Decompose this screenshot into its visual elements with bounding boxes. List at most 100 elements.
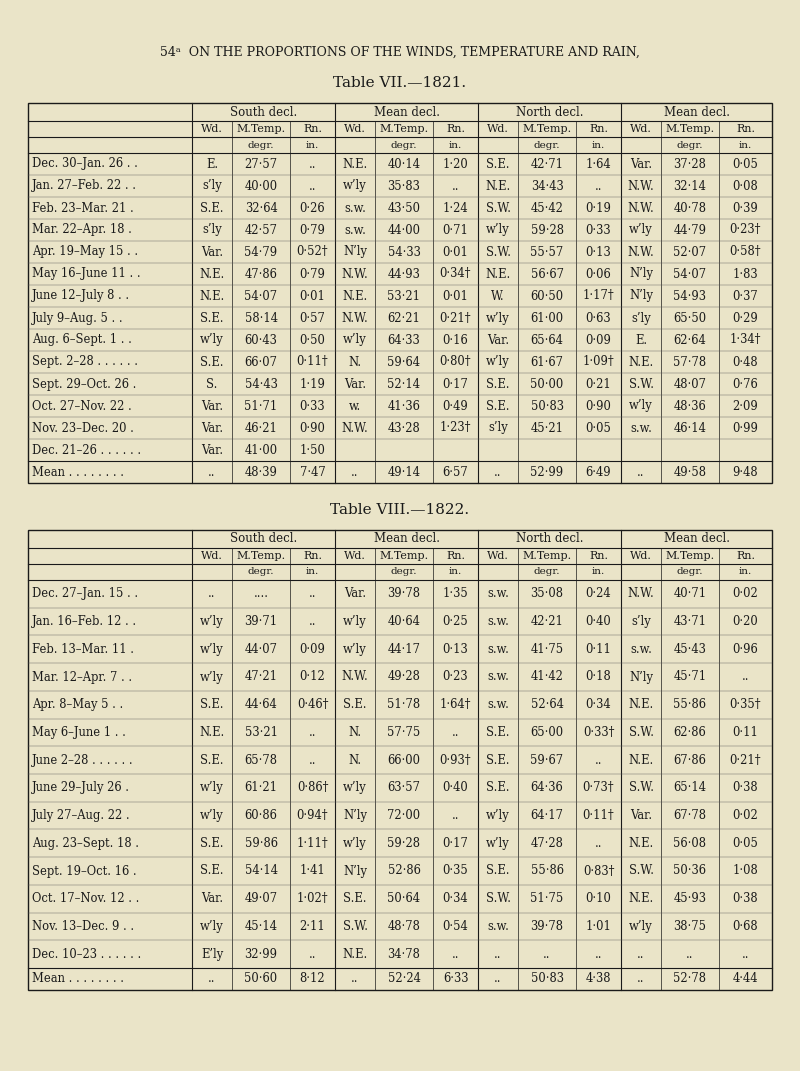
Text: in.: in. — [592, 140, 605, 150]
Text: 55·57: 55·57 — [530, 245, 564, 258]
Text: 0·25: 0·25 — [442, 615, 468, 628]
Text: s’ly: s’ly — [631, 312, 651, 325]
Text: June 12–July 8 . .: June 12–July 8 . . — [32, 289, 130, 302]
Text: 65·78: 65·78 — [245, 754, 278, 767]
Text: 0·35†: 0·35† — [730, 698, 762, 711]
Text: 56·08: 56·08 — [674, 836, 706, 849]
Text: 66·07: 66·07 — [245, 356, 278, 368]
Text: Mar. 12–Apr. 7 . .: Mar. 12–Apr. 7 . . — [32, 670, 132, 683]
Text: 52·14: 52·14 — [387, 377, 421, 391]
Text: s.w.: s.w. — [344, 224, 366, 237]
Text: 6·33: 6·33 — [442, 972, 468, 985]
Text: 45·21: 45·21 — [530, 422, 563, 435]
Text: 1·35: 1·35 — [442, 587, 468, 601]
Text: Wd.: Wd. — [487, 550, 509, 561]
Text: 0·12: 0·12 — [300, 670, 326, 683]
Text: ..: .. — [208, 587, 216, 601]
Text: 6·49: 6·49 — [586, 466, 611, 479]
Text: 0·11†: 0·11† — [297, 356, 328, 368]
Bar — [28, 530, 772, 990]
Text: ..: .. — [351, 972, 358, 985]
Text: 59·86: 59·86 — [245, 836, 278, 849]
Text: S.E.: S.E. — [486, 864, 510, 877]
Text: 55·86: 55·86 — [530, 864, 563, 877]
Text: 43·50: 43·50 — [387, 201, 421, 214]
Text: 0·05: 0·05 — [733, 157, 758, 170]
Text: 1·20: 1·20 — [442, 157, 468, 170]
Text: 45·71: 45·71 — [674, 670, 706, 683]
Text: w’ly: w’ly — [486, 224, 510, 237]
Text: 0·09: 0·09 — [299, 643, 326, 655]
Text: 0·49: 0·49 — [442, 399, 468, 412]
Text: ..: .. — [594, 754, 602, 767]
Text: 1·19: 1·19 — [299, 377, 326, 391]
Text: 0·38: 0·38 — [733, 782, 758, 795]
Text: Var.: Var. — [344, 587, 366, 601]
Text: Wd.: Wd. — [201, 124, 223, 134]
Text: N’ly: N’ly — [629, 268, 653, 281]
Text: s’ly: s’ly — [488, 422, 508, 435]
Text: 0·76: 0·76 — [733, 377, 758, 391]
Text: 1·34†: 1·34† — [730, 333, 762, 347]
Text: 0·40: 0·40 — [442, 782, 468, 795]
Text: 52·07: 52·07 — [674, 245, 706, 258]
Text: N.W.: N.W. — [342, 422, 368, 435]
Text: 40·71: 40·71 — [674, 587, 706, 601]
Text: 0·01: 0·01 — [442, 245, 469, 258]
Text: 41·75: 41·75 — [530, 643, 563, 655]
Text: July 9–Aug. 5 . .: July 9–Aug. 5 . . — [32, 312, 124, 325]
Text: Sept. 29–Oct. 26 .: Sept. 29–Oct. 26 . — [32, 377, 136, 391]
Text: ..: .. — [309, 587, 316, 601]
Text: 6·57: 6·57 — [442, 466, 468, 479]
Text: South decl.: South decl. — [230, 532, 297, 545]
Text: in.: in. — [449, 568, 462, 576]
Text: 0·21: 0·21 — [586, 377, 611, 391]
Text: 32·14: 32·14 — [674, 180, 706, 193]
Text: 49·28: 49·28 — [387, 670, 421, 683]
Text: 1·09†: 1·09† — [582, 356, 614, 368]
Text: 39·78: 39·78 — [387, 587, 421, 601]
Text: N’ly: N’ly — [343, 809, 367, 823]
Text: 59·64: 59·64 — [387, 356, 421, 368]
Text: 0·33: 0·33 — [586, 224, 611, 237]
Text: 0·01: 0·01 — [442, 289, 469, 302]
Text: s.w.: s.w. — [344, 201, 366, 214]
Text: degr.: degr. — [534, 568, 560, 576]
Text: 50·00: 50·00 — [530, 377, 564, 391]
Text: Var.: Var. — [487, 333, 509, 347]
Text: Oct. 17–Nov. 12 . .: Oct. 17–Nov. 12 . . — [32, 892, 139, 905]
Bar — [28, 103, 772, 483]
Text: Var.: Var. — [344, 377, 366, 391]
Text: N.E.: N.E. — [628, 356, 654, 368]
Text: Dec. 10–23 . . . . . .: Dec. 10–23 . . . . . . — [32, 948, 142, 961]
Text: w’ly: w’ly — [200, 333, 224, 347]
Text: May 16–June 11 . .: May 16–June 11 . . — [32, 268, 141, 281]
Text: 0·39: 0·39 — [733, 201, 758, 214]
Text: ..: .. — [452, 809, 459, 823]
Text: 1·64: 1·64 — [586, 157, 611, 170]
Text: S.E.: S.E. — [200, 754, 224, 767]
Text: 54·79: 54·79 — [245, 245, 278, 258]
Text: 62·21: 62·21 — [387, 312, 421, 325]
Text: 35·08: 35·08 — [530, 587, 563, 601]
Text: 43·28: 43·28 — [388, 422, 420, 435]
Text: 1·11†: 1·11† — [297, 836, 328, 849]
Text: 4·38: 4·38 — [586, 972, 611, 985]
Text: w’ly: w’ly — [486, 356, 510, 368]
Text: 0·02: 0·02 — [733, 587, 758, 601]
Text: ..: .. — [638, 972, 645, 985]
Text: Table VII.—1821.: Table VII.—1821. — [334, 76, 466, 90]
Text: degr.: degr. — [677, 568, 703, 576]
Text: N’ly: N’ly — [629, 670, 653, 683]
Text: s.w.: s.w. — [487, 587, 509, 601]
Text: 40·64: 40·64 — [387, 615, 421, 628]
Text: 2·09: 2·09 — [733, 399, 758, 412]
Text: ..: .. — [594, 948, 602, 961]
Text: degr.: degr. — [390, 568, 418, 576]
Text: S.W.: S.W. — [342, 920, 367, 933]
Text: 42·21: 42·21 — [530, 615, 563, 628]
Text: 0·21†: 0·21† — [440, 312, 471, 325]
Text: 40·00: 40·00 — [245, 180, 278, 193]
Text: 44·17: 44·17 — [387, 643, 421, 655]
Text: 0·57: 0·57 — [299, 312, 326, 325]
